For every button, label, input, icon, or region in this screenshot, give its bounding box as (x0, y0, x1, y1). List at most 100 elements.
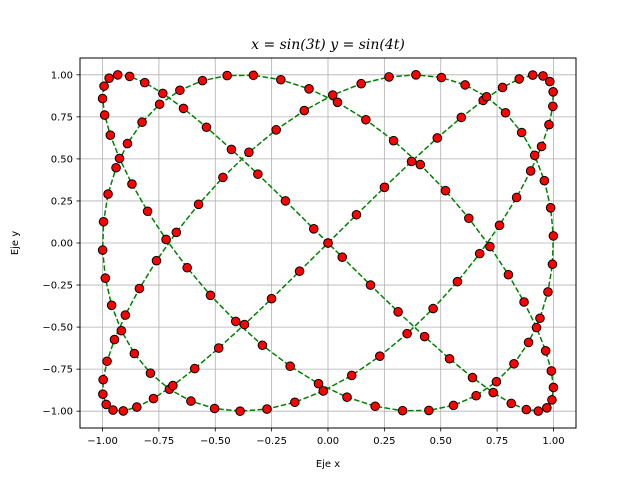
data-point (218, 172, 228, 183)
data-point (432, 133, 443, 143)
data-point (145, 368, 156, 379)
data-point (375, 351, 385, 361)
data-point (542, 403, 552, 413)
data-point (452, 276, 463, 287)
data-point (222, 70, 232, 81)
data-point (154, 99, 165, 110)
data-point (124, 71, 135, 82)
x-tick-label: 0.75 (486, 436, 508, 447)
y-tick-label: 0.75 (51, 112, 73, 123)
data-point (285, 361, 295, 372)
data-point (494, 220, 505, 231)
data-point (253, 169, 263, 179)
data-point (235, 406, 245, 416)
data-point (197, 75, 208, 86)
data-point (98, 216, 109, 227)
y-tick-label: −0.50 (42, 323, 73, 334)
data-point (444, 353, 455, 364)
data-point (158, 88, 168, 99)
data-point (129, 348, 140, 359)
data-point (168, 380, 178, 391)
y-tick-label: 0.00 (51, 239, 73, 250)
data-point (464, 213, 474, 224)
data-point (467, 372, 478, 383)
data-point (106, 300, 117, 311)
data-point (545, 203, 556, 213)
x-tick-label: −0.25 (256, 436, 287, 447)
data-point (543, 287, 553, 297)
data-point (525, 166, 536, 176)
data-point (460, 80, 470, 90)
data-point (294, 266, 305, 277)
y-tick-label: −0.75 (42, 365, 73, 376)
data-point (205, 290, 216, 301)
data-point (544, 119, 554, 130)
data-point (548, 231, 559, 241)
data-point (101, 399, 111, 410)
data-point (139, 77, 150, 88)
data-point (178, 103, 189, 114)
x-tick-label: −0.75 (144, 436, 175, 447)
data-point (262, 404, 272, 414)
data-point (201, 122, 212, 133)
data-point (531, 322, 542, 333)
data-point (527, 70, 538, 80)
data-point (337, 252, 348, 262)
data-point (548, 101, 558, 112)
data-point (548, 87, 558, 97)
y-tick-label: 1.00 (51, 70, 73, 81)
data-point (161, 234, 171, 245)
x-tick-label: 0.25 (373, 436, 395, 447)
data-point (271, 125, 281, 135)
data-point (545, 76, 555, 87)
data-point (538, 71, 548, 81)
data-point (440, 185, 451, 196)
data-point (213, 343, 224, 353)
x-tick-label: 1.00 (542, 436, 564, 447)
data-point (175, 85, 185, 96)
data-point (514, 74, 524, 84)
data-point (488, 387, 498, 398)
data-point (98, 389, 108, 400)
data-point (346, 370, 357, 381)
x-tick-label: −0.50 (200, 436, 231, 447)
data-point (506, 398, 517, 409)
data-point (547, 259, 558, 270)
plot-area (97, 70, 559, 416)
data-point (365, 280, 376, 290)
data-point (127, 179, 137, 189)
data-point (323, 238, 333, 248)
data-point (547, 395, 557, 405)
data-point (332, 97, 343, 108)
data-point (276, 74, 286, 85)
data-point (540, 346, 551, 356)
data-point (411, 70, 421, 80)
data-point (327, 90, 338, 100)
data-point (419, 331, 430, 342)
data-point (299, 105, 310, 116)
data-point (361, 114, 371, 125)
data-point (120, 310, 131, 320)
x-tick-label: 0.50 (430, 436, 452, 447)
data-point (521, 404, 532, 415)
data-point (112, 70, 123, 80)
data-point (497, 82, 508, 93)
data-point (397, 405, 408, 416)
data-point (132, 402, 142, 412)
data-point (116, 325, 127, 336)
data-point (257, 340, 268, 351)
data-point (523, 337, 534, 348)
data-point (481, 91, 492, 102)
data-point (193, 199, 204, 210)
data-point (98, 374, 108, 385)
data-point (209, 403, 220, 414)
data-point (388, 135, 399, 146)
data-point (491, 376, 502, 387)
data-point (239, 319, 250, 330)
data-point (226, 144, 237, 155)
y-tick-label: −0.25 (42, 281, 73, 292)
data-point (535, 313, 545, 324)
y-tick-label: −1.00 (42, 407, 73, 418)
data-point (406, 156, 417, 167)
